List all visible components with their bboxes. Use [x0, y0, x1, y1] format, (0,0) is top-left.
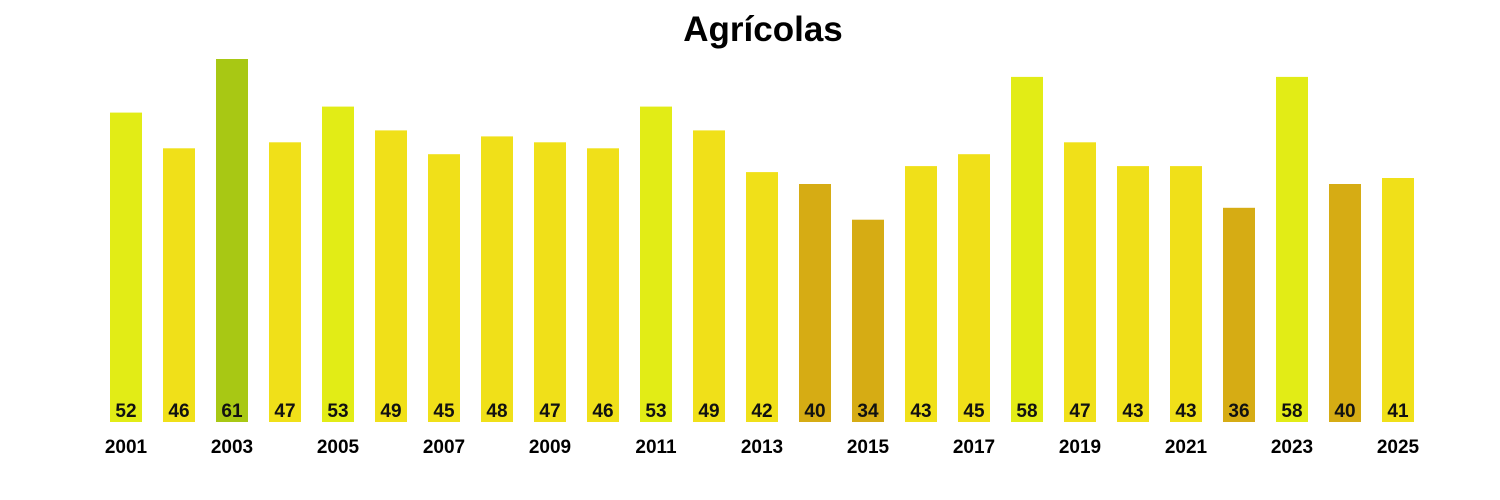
data-label-2019: 47 [1069, 401, 1090, 422]
data-label-2016: 43 [910, 401, 931, 422]
data-label-2024: 40 [1334, 401, 1355, 422]
bar-2016 [905, 166, 937, 422]
x-tick-label-2011: 2011 [635, 437, 677, 458]
bar-2012 [693, 130, 725, 422]
data-label-2012: 49 [698, 401, 719, 422]
data-label-2005: 53 [327, 401, 348, 422]
bar-2014 [799, 184, 831, 422]
data-label-2003: 61 [221, 401, 243, 422]
data-label-2007: 45 [433, 401, 455, 422]
bar-2004 [269, 142, 301, 423]
bar-2023 [1276, 76, 1308, 423]
x-tick-label-2001: 2001 [105, 437, 148, 458]
bar-2010 [587, 148, 619, 423]
bar-2025 [1382, 178, 1414, 422]
bar-2001 [110, 112, 142, 422]
data-label-2015: 34 [857, 401, 879, 422]
bar-2003 [216, 59, 248, 422]
x-tick-label-2003: 2003 [211, 437, 253, 458]
data-label-2020: 43 [1122, 401, 1143, 422]
x-tick-label-2015: 2015 [847, 437, 890, 458]
x-tick-label-2025: 2025 [1377, 437, 1420, 458]
data-label-2010: 46 [592, 401, 613, 422]
x-tick-label-2009: 2009 [529, 437, 571, 458]
bar-2006 [375, 130, 407, 422]
data-label-2021: 43 [1175, 401, 1196, 422]
x-tick-label-2019: 2019 [1059, 437, 1101, 458]
data-label-2002: 46 [168, 401, 189, 422]
bar-2009 [534, 142, 566, 423]
data-label-2014: 40 [804, 401, 825, 422]
bar-2002 [163, 148, 195, 423]
bar-2021 [1170, 166, 1202, 422]
x-tick-label-2007: 2007 [423, 437, 465, 458]
data-label-2023: 58 [1281, 401, 1302, 422]
data-label-2008: 48 [486, 401, 507, 422]
bar-2024 [1329, 184, 1361, 422]
bar-2018 [1011, 76, 1043, 423]
data-label-2013: 42 [751, 401, 772, 422]
x-tick-label-2023: 2023 [1271, 437, 1313, 458]
x-tick-label-2021: 2021 [1165, 437, 1208, 458]
data-label-2009: 47 [539, 401, 560, 422]
x-tick-label-2013: 2013 [741, 437, 783, 458]
bar-2017 [958, 154, 990, 422]
bar-2022 [1223, 207, 1255, 422]
bar-2019 [1064, 142, 1096, 423]
bar-2008 [481, 136, 513, 422]
x-tick-label-2017: 2017 [953, 437, 995, 458]
data-label-2004: 47 [274, 401, 295, 422]
bar-2013 [746, 172, 778, 422]
data-label-2025: 41 [1387, 401, 1409, 422]
bar-2015 [852, 219, 884, 422]
bar-2011 [640, 106, 672, 422]
data-label-2018: 58 [1016, 401, 1037, 422]
data-label-2011: 53 [645, 401, 666, 422]
chart-title: Agrícolas [683, 10, 843, 49]
data-label-2017: 45 [963, 401, 985, 422]
data-label-2006: 49 [380, 401, 401, 422]
bar-2007 [428, 154, 460, 422]
bar-2020 [1117, 166, 1149, 422]
data-label-2022: 36 [1228, 401, 1249, 422]
bar-2005 [322, 106, 354, 422]
x-tick-label-2005: 2005 [317, 437, 360, 458]
data-label-2001: 52 [115, 401, 136, 422]
